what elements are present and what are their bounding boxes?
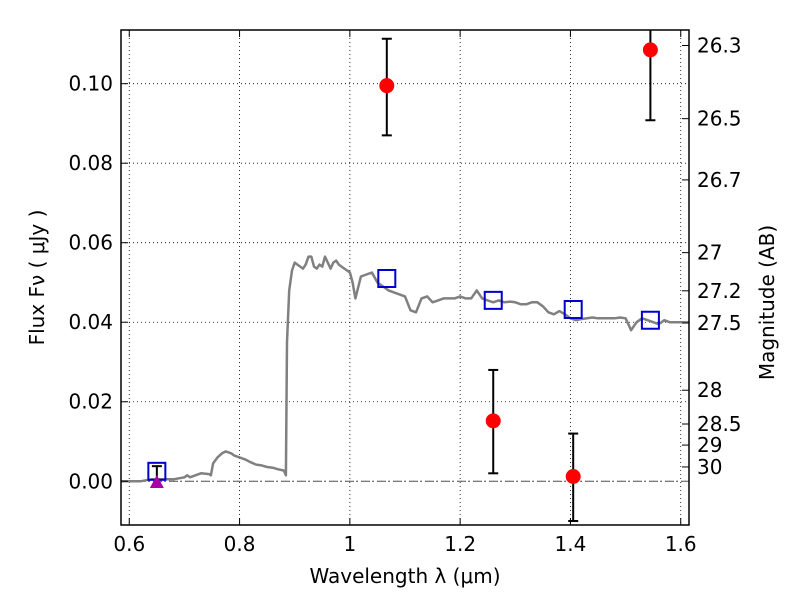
- observed-flux-point: [642, 42, 658, 58]
- x-tick-label: 0.8: [224, 532, 256, 556]
- x-tick-label: 1: [343, 532, 356, 556]
- observed-flux-point: [565, 468, 581, 484]
- y-tick-label: 0.08: [68, 151, 113, 175]
- x-tick-label: 1.2: [444, 532, 476, 556]
- right-tick-label: 29: [697, 433, 722, 457]
- x-axis-label: Wavelength λ (μm): [309, 564, 500, 588]
- x-tick-label: 0.6: [113, 532, 145, 556]
- x-tick-label: 1.4: [555, 532, 587, 556]
- series-layer: [121, 30, 689, 523]
- ticks: 0.6 0.8 1 1.2 1.4 1.6 0.00 0.02 0.04 0.06 0.08 0.10…: [68, 30, 742, 556]
- right-tick-label: 28: [697, 378, 722, 402]
- right-tick-label: 26.5: [697, 107, 742, 131]
- y-tick-label: 0.06: [68, 231, 113, 255]
- observed-flux-point: [485, 413, 501, 429]
- model-flux-square: [377, 268, 397, 288]
- y-tick-label: 0.10: [68, 72, 113, 96]
- upper-limit-point: [149, 475, 164, 489]
- y-tick-label: 0.04: [68, 310, 113, 334]
- right-tick-label: 26.3: [697, 34, 742, 58]
- plot-frame: [120, 29, 690, 526]
- observed-flux-point: [379, 78, 395, 94]
- right-tick-label: 27: [697, 241, 722, 265]
- right-tick-label: 30: [697, 455, 722, 479]
- right-tick-label: 27.5: [697, 311, 742, 335]
- y-axis-right-label: Magnitude (AB): [755, 225, 779, 380]
- y-axis-label: Flux Fν ( μJy ): [25, 210, 49, 346]
- model-flux-square: [563, 300, 583, 320]
- model-flux-square: [483, 290, 503, 310]
- right-tick-label: 27.2: [697, 279, 742, 303]
- right-tick-label: 26.7: [697, 168, 742, 192]
- y-tick-label: 0.00: [68, 469, 113, 493]
- x-tick-label: 1.6: [665, 532, 697, 556]
- model-flux-square: [640, 310, 660, 330]
- y-tick-label: 0.02: [68, 390, 113, 414]
- right-tick-label: 28.5: [697, 412, 742, 436]
